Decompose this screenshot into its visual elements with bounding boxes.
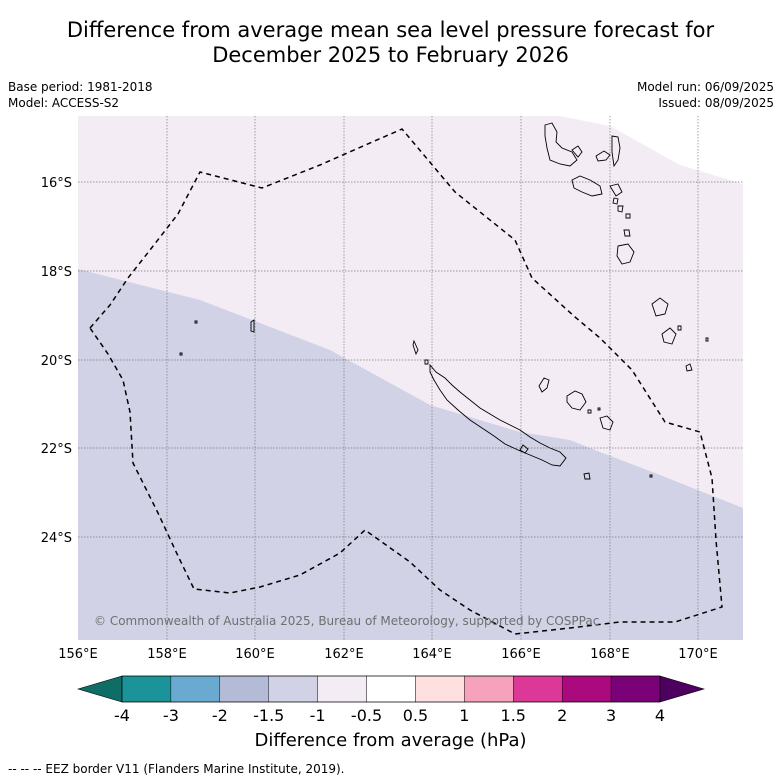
base-period: Base period: 1981-2018 [8,80,153,94]
island-tongoa [625,213,631,219]
island-mare [599,415,614,431]
colorbar-tick-label: -0.5 [351,706,382,725]
lon-label-166e: 166°E [501,647,541,662]
colorbar-tick-label: -2 [212,706,228,725]
lon-label-168e: 168°E [590,647,630,662]
coastlines [179,122,709,480]
island-paama [612,197,619,205]
colorbar-label: Difference from average (hPa) [254,730,527,751]
lat-label-24s: 24°S [41,531,72,546]
island-erromango [651,297,669,317]
island-aniwa [677,325,682,331]
island-belep [412,339,419,356]
reef-small-2 [179,352,183,356]
island-walpole [583,472,591,480]
colorbar-arrow-right [659,675,706,703]
model-name: Model: ACCESS-S2 [8,96,120,110]
colorbar-tick-label: 1 [459,706,469,725]
lon-label-156e: 156°E [58,647,98,662]
reef-chesterfield [250,319,255,333]
colorbar-cell [464,675,514,703]
island-espiritu-santo [544,122,578,167]
reef-small-6 [649,474,653,478]
reef-small-4 [587,409,592,414]
island-futuna [705,337,709,342]
colorbar-cell [366,675,416,703]
model-run: Model run: 06/09/2025 [636,80,774,94]
island-efate [616,243,635,265]
island-epi [617,205,624,213]
island-ambrym [609,183,623,197]
colorbar-tick-label: 4 [655,706,665,725]
colorbar-tick-label: -1 [310,706,326,725]
colorbar-tick-label: -1.5 [253,706,284,725]
eez-footer-note: -- -- -- EEZ border V11 (Flanders Marine… [8,762,345,776]
island-new-caledonia [429,363,567,467]
colorbar-cell [610,675,661,703]
lat-label-18s: 18°S [41,265,72,280]
copyright-notice: © Commonwealth of Australia 2025, Bureau… [94,614,600,628]
title-line-2: December 2025 to February 2026 [212,43,569,67]
lat-label-16s: 16°S [41,176,72,191]
island-shepherd [623,229,631,237]
lon-labels: 156°E 158°E 160°E 162°E 164°E 166°E 168°… [58,647,718,662]
island-malo [571,145,583,158]
island-maewo [595,150,611,162]
reef-small-3 [424,359,429,365]
colorbar-cell [170,675,221,703]
colorbar-tick-label: -4 [114,706,130,725]
lon-label-158e: 158°E [147,647,187,662]
lat-label-22s: 22°S [41,442,72,457]
colorbar-ticks: -4 -3 -2 -1.5 -1 -0.5 0.5 1 1.5 2 3 4 [114,706,665,725]
colorbar-outline [121,675,661,703]
island-pentecost [611,135,621,168]
colorbar-cell [561,675,612,703]
island-tanna [661,327,677,345]
map-area [78,116,743,640]
colorbar-tick-label: 1.5 [501,706,526,725]
colorbar-cell [513,675,563,703]
island-lifou [566,390,587,411]
reef-small-1 [194,320,198,324]
colorbar-cell [268,675,318,703]
island-aneityum [685,363,693,372]
meta-right: Model run: 06/09/2025 Issued: 08/09/2025 [637,79,774,111]
lon-label-160e: 160°E [235,647,275,662]
issued-date: Issued: 08/09/2025 [658,96,774,110]
lon-label-162e: 162°E [324,647,364,662]
island-malakula [571,175,603,197]
lon-label-170e: 170°E [678,647,718,662]
reef-small-5 [597,407,601,411]
colorbar-arrow-left [76,675,123,703]
gridlines [78,116,743,640]
lon-label-164e: 164°E [412,647,452,662]
lat-label-20s: 20°S [41,354,72,369]
colorbar-tick-label: 2 [557,706,567,725]
colorbar-cell [219,675,269,703]
colorbar-cells [121,675,661,703]
meta-left: Base period: 1981-2018 Model: ACCESS-S2 [8,79,153,111]
colorbar-cell [415,675,465,703]
pressure-region-lower [78,269,743,640]
lat-labels: 16°S 18°S 20°S 22°S 24°S [41,176,72,546]
title-line-1: Difference from average mean sea level p… [66,18,715,42]
colorbar-tick-label: -3 [163,706,179,725]
colorbar-tick-label: 0.5 [403,706,428,725]
chart-title: Difference from average mean sea level p… [0,18,781,68]
island-ouvea [538,377,550,393]
colorbar: -4 -3 -2 -1.5 -1 -0.5 0.5 1 1.5 2 3 4 [76,675,706,725]
colorbar-cell [317,675,367,703]
colorbar-cell [121,675,172,703]
no-data-wedge [560,116,743,184]
colorbar-tick-label: 3 [606,706,616,725]
island-isle-of-pines [519,444,529,454]
